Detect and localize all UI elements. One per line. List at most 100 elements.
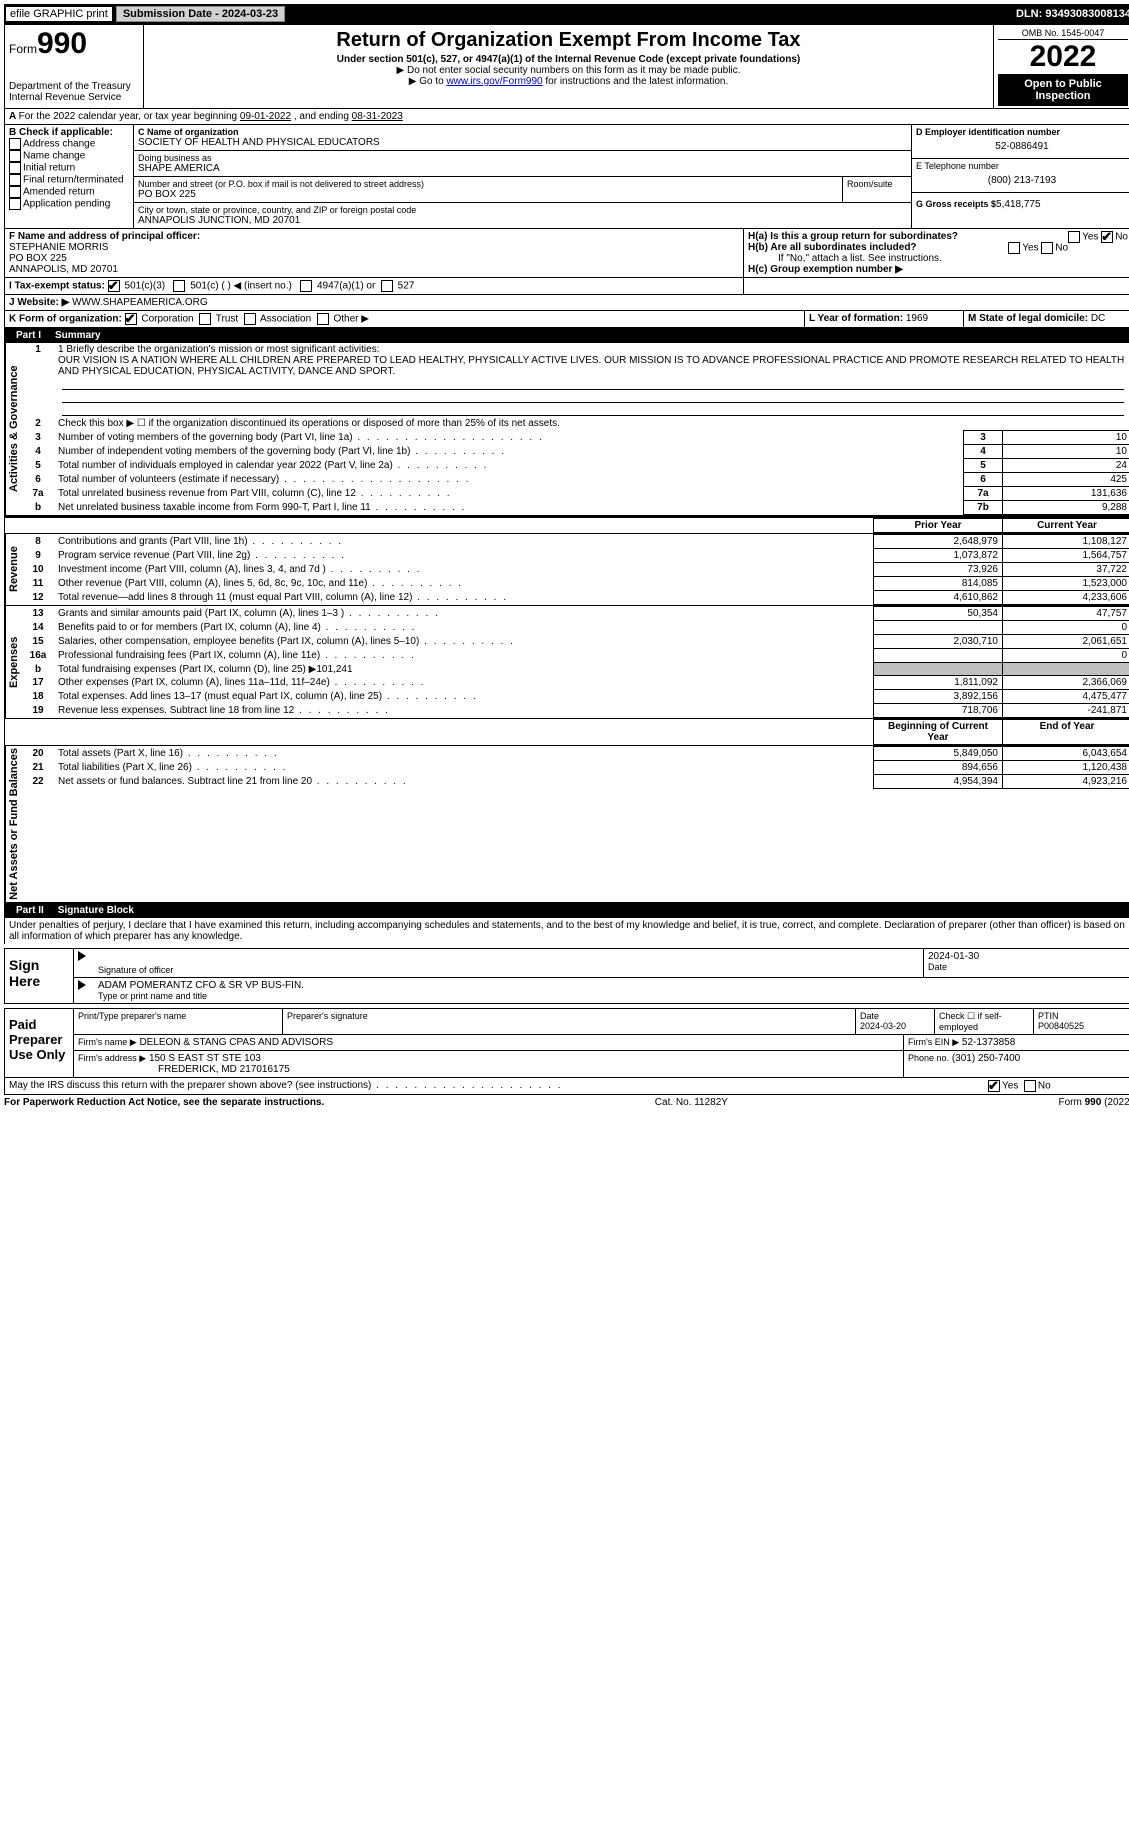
table-row: 9Program service revenue (Part VIII, lin…: [22, 549, 1129, 563]
side-expenses: Expenses: [5, 606, 22, 718]
check-amended[interactable]: [9, 186, 21, 198]
table-row: 20Total assets (Part X, line 16)5,849,05…: [22, 747, 1129, 761]
check-4947[interactable]: [300, 280, 312, 292]
side-net: Net Assets or Fund Balances: [5, 746, 22, 902]
table-row: 16aProfessional fundraising fees (Part I…: [22, 649, 1129, 663]
tax-status-row: I Tax-exempt status: 501(c)(3) 501(c) ( …: [4, 278, 1129, 295]
box-f: F Name and address of principal officer:…: [5, 229, 744, 277]
table-row: 17Other expenses (Part IX, column (A), l…: [22, 676, 1129, 690]
submission-date-button[interactable]: Submission Date - 2024-03-23: [116, 6, 285, 22]
table-row: 18Total expenses. Add lines 13–17 (must …: [22, 690, 1129, 704]
year-cell: OMB No. 1545-0047 2022 Open to Public In…: [994, 25, 1129, 108]
table-row: 22Net assets or fund balances. Subtract …: [22, 775, 1129, 789]
check-address[interactable]: [9, 138, 21, 150]
sig-date: 2024-01-30: [928, 951, 1128, 962]
hb-no[interactable]: [1041, 242, 1053, 254]
period-row: A For the 2022 calendar year, or tax yea…: [4, 109, 1129, 125]
side-revenue: Revenue: [5, 534, 22, 605]
line6-val: 425: [1003, 473, 1129, 487]
hb-yes[interactable]: [1008, 242, 1020, 254]
preparer-section: Paid Preparer Use Only Print/Type prepar…: [4, 1008, 1129, 1078]
room-suite: Room/suite: [843, 177, 911, 202]
city-state: ANNAPOLIS JUNCTION, MD 20701: [138, 215, 907, 226]
arrow-icon: [78, 951, 86, 961]
box-h: H(a) Is this a group return for subordin…: [744, 229, 1129, 277]
check-527[interactable]: [381, 280, 393, 292]
dept-label: Department of the Treasury Internal Reve…: [9, 81, 139, 103]
state-domicile: DC: [1091, 313, 1105, 324]
line7a-val: 131,636: [1003, 487, 1129, 501]
side-governance: Activities & Governance: [5, 343, 22, 515]
period-begin: 09-01-2022: [240, 111, 291, 122]
check-corp[interactable]: [125, 313, 137, 325]
open-public-label: Open to Public Inspection: [998, 74, 1128, 106]
period-end: 08-31-2023: [352, 111, 403, 122]
table-row: 13Grants and similar amounts paid (Part …: [22, 607, 1129, 621]
line4-val: 10: [1003, 445, 1129, 459]
ha-no[interactable]: [1101, 231, 1113, 243]
check-name[interactable]: [9, 150, 21, 162]
firm-ein: 52-1373858: [962, 1037, 1015, 1048]
sign-here-label: Sign Here: [5, 949, 74, 1003]
revenue-section: Revenue 8Contributions and grants (Part …: [4, 534, 1129, 606]
check-other[interactable]: [317, 313, 329, 325]
box-b: B Check if applicable: Address change Na…: [5, 125, 134, 228]
irs-link[interactable]: www.irs.gov/Form990: [446, 76, 542, 87]
phone: (800) 213-7193: [916, 171, 1128, 190]
dln-label: DLN: 93493083008134: [1016, 8, 1129, 20]
form-prefix: Form: [9, 42, 37, 56]
gross-receipts: 5,418,775: [996, 199, 1041, 210]
ptin: P00840525: [1038, 1021, 1084, 1031]
top-bar: efile GRAPHIC print Submission Date - 20…: [4, 4, 1129, 24]
title-cell: Return of Organization Exempt From Incom…: [144, 25, 994, 108]
table-row: 8Contributions and grants (Part VIII, li…: [22, 535, 1129, 549]
table-row: 15Salaries, other compensation, employee…: [22, 635, 1129, 649]
omb-label: OMB No. 1545-0047: [998, 27, 1128, 40]
current-year-header: Current Year: [1003, 519, 1129, 533]
box-c: C Name of organization SOCIETY OF HEALTH…: [134, 125, 912, 228]
form-number: 990: [37, 27, 87, 60]
officer-name: STEPHANIE MORRIS: [9, 242, 739, 253]
officer-typed-name: ADAM POMERANTZ CFO & SR VP BUS-FIN.: [98, 980, 1128, 991]
check-pending[interactable]: [9, 198, 21, 210]
part1-header: Part I Summary: [4, 328, 1129, 343]
net-header-row: X Beginning of Current YearEnd of Year: [4, 719, 1129, 746]
check-501c3[interactable]: [108, 280, 120, 292]
mission-text: OUR VISION IS A NATION WHERE ALL CHILDRE…: [58, 355, 1124, 377]
table-row: 10Investment income (Part VIII, column (…: [22, 563, 1129, 577]
officer-block: F Name and address of principal officer:…: [4, 229, 1129, 278]
org-name: SOCIETY OF HEALTH AND PHYSICAL EDUCATORS: [138, 137, 907, 148]
check-501c[interactable]: [173, 280, 185, 292]
discuss-no[interactable]: [1024, 1080, 1036, 1092]
tax-year: 2022: [998, 40, 1128, 74]
table-row: 12Total revenue—add lines 8 through 11 (…: [22, 591, 1129, 605]
line7b-val: 9,288: [1003, 501, 1129, 515]
prep-date: 2024-03-20: [860, 1021, 906, 1031]
sign-here-section: Sign Here Signature of officer 2024-01-3…: [4, 948, 1129, 1004]
discuss-yes[interactable]: [988, 1080, 1000, 1092]
website-url: WWW.SHAPEAMERICA.ORG: [72, 297, 208, 308]
ein: 52-0886491: [916, 137, 1128, 156]
discuss-row: May the IRS discuss this return with the…: [4, 1078, 1129, 1095]
form-header: Form990 Department of the Treasury Inter…: [4, 24, 1129, 109]
check-trust[interactable]: [199, 313, 211, 325]
klm-row: K Form of organization: Corporation Trus…: [4, 311, 1129, 328]
table-row: 21Total liabilities (Part X, line 26)894…: [22, 761, 1129, 775]
part2-header: Part II Signature Block: [4, 903, 1129, 918]
table-row: bTotal fundraising expenses (Part IX, co…: [22, 663, 1129, 676]
penalty-text: Under penalties of perjury, I declare th…: [4, 918, 1129, 944]
note-link: ▶ Go to www.irs.gov/Form990 for instruct…: [148, 76, 989, 87]
line3-val: 10: [1003, 431, 1129, 445]
form-subtitle: Under section 501(c), 527, or 4947(a)(1)…: [148, 54, 989, 65]
table-row: 14Benefits paid to or for members (Part …: [22, 621, 1129, 635]
firm-name: DELEON & STANG CPAS AND ADVISORS: [139, 1037, 333, 1048]
check-initial[interactable]: [9, 162, 21, 174]
check-final[interactable]: [9, 174, 21, 186]
check-assoc[interactable]: [244, 313, 256, 325]
ha-yes[interactable]: [1068, 231, 1080, 243]
table-row: 11Other revenue (Part VIII, column (A), …: [22, 577, 1129, 591]
table-row: 19Revenue less expenses. Subtract line 1…: [22, 704, 1129, 718]
prior-year-header: Prior Year: [874, 519, 1003, 533]
note-ssn: ▶ Do not enter social security numbers o…: [148, 65, 989, 76]
street: PO BOX 225: [138, 189, 838, 200]
